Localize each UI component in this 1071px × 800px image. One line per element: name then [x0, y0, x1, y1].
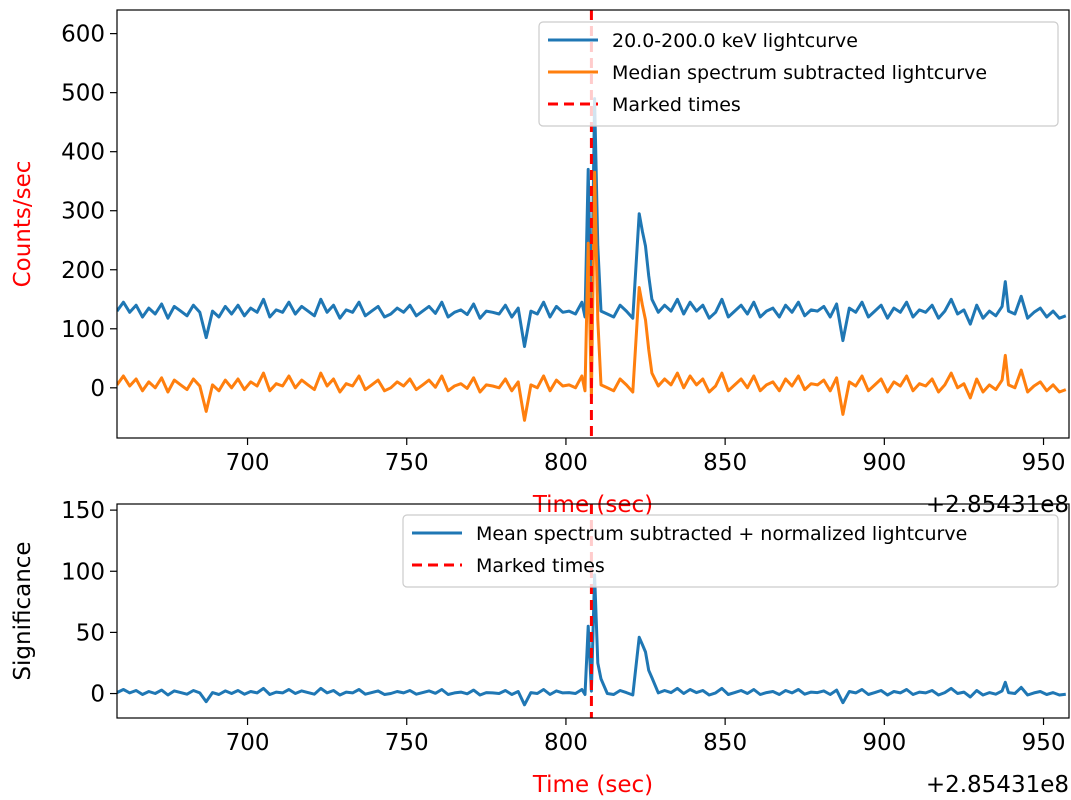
y-tick-label: 150	[61, 498, 105, 524]
bottom-legend: Mean spectrum subtracted + normalized li…	[402, 514, 1059, 588]
x-tick-label: 750	[385, 730, 429, 756]
y-tick-label: 0	[90, 682, 105, 708]
top-x-offset-label: +2.85431e8	[926, 492, 1069, 518]
series-line-1	[117, 573, 1066, 707]
top-legend: 20.0-200.0 keV lightcurve Median spectru…	[538, 21, 1059, 127]
bottom-y-axis-label: Significance	[10, 541, 36, 680]
y-tick-label: 0	[90, 376, 105, 402]
top-panel: 700 750 800 850 900 950 0 100 200 300 400 500 600 C…	[10, 9, 1070, 518]
x-tick-label: 900	[862, 730, 906, 756]
top-legend-entry-1: 20.0-200.0 keV lightcurve	[612, 30, 858, 52]
y-tick-label: 50	[76, 620, 105, 646]
y-tick-label: 300	[61, 199, 105, 225]
bottom-legend-entry-1: Mean spectrum subtracted + normalized li…	[476, 523, 967, 545]
bottom-x-axis-label: Time (sec)	[532, 772, 653, 798]
x-tick-label: 800	[544, 450, 588, 476]
top-legend-entry-2: Median spectrum subtracted lightcurve	[612, 62, 987, 84]
y-tick-label: 200	[61, 258, 105, 284]
top-y-axis-label: Counts/sec	[10, 161, 36, 288]
bottom-legend-box	[402, 514, 1059, 588]
y-tick-label: 100	[61, 317, 105, 343]
x-tick-label: 850	[703, 450, 747, 476]
top-plot-frame	[116, 9, 1070, 439]
y-tick-label: 100	[61, 559, 105, 585]
x-tick-label: 950	[1022, 450, 1066, 476]
bottom-legend-entry-2: Marked times	[476, 555, 605, 577]
y-tick-label: 400	[61, 140, 105, 166]
series-line-2	[117, 170, 1067, 422]
x-tick-label: 800	[544, 730, 588, 756]
series-line-1	[117, 97, 1067, 348]
bottom-panel: 700 750 800 850 900 950 0 50 100 150 Significanc…	[10, 498, 1070, 798]
bottom-plot-frame	[116, 503, 1070, 719]
bottom-x-offset-label: +2.85431e8	[926, 772, 1069, 798]
x-tick-label: 750	[385, 450, 429, 476]
x-tick-label: 700	[226, 450, 270, 476]
x-tick-label: 700	[226, 730, 270, 756]
top-legend-entry-3: Marked times	[612, 94, 741, 116]
top-legend-box	[538, 21, 1059, 127]
y-tick-label: 600	[61, 22, 105, 48]
y-tick-label: 500	[61, 81, 105, 107]
x-tick-label: 900	[862, 450, 906, 476]
x-tick-label: 850	[703, 730, 747, 756]
x-tick-label: 950	[1022, 730, 1066, 756]
